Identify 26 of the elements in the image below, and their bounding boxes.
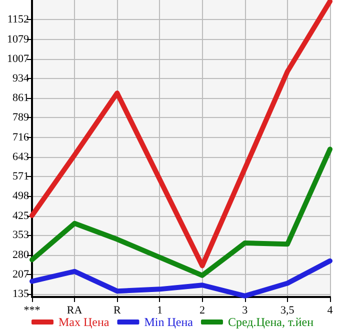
y-tick-label: 135 [12, 288, 30, 300]
y-tick-label: 353 [12, 229, 30, 242]
x-tick-label: 3 [242, 304, 248, 316]
y-tick-label: 1007 [7, 52, 30, 65]
legend-label: Max Цена [58, 315, 110, 329]
y-tick-label: 498 [12, 190, 30, 202]
y-tick-label: 934 [12, 72, 30, 84]
y-tick-label: 789 [12, 112, 30, 124]
y-tick-label: 1152 [7, 14, 29, 26]
legend-label: Min Цена [144, 315, 194, 329]
y-tick-label: 571 [12, 170, 29, 182]
y-tick-label: 207 [12, 268, 30, 281]
y-tick-label: 716 [12, 131, 30, 144]
y-tick-label: 280 [12, 248, 30, 261]
x-tick-label: 3,5 [280, 304, 295, 316]
y-tick-label: 643 [12, 150, 30, 163]
x-tick-label: R [113, 304, 122, 316]
x-tick-label: RA [66, 304, 82, 316]
x-tick-label: 4 [327, 304, 334, 316]
y-tick-label: 861 [12, 92, 29, 104]
y-tick-label: 425 [12, 210, 30, 222]
legend-label: Сред.Цена, т.йен [228, 315, 314, 329]
x-tick-label: *** [24, 304, 40, 316]
y-tick-label: 1079 [7, 33, 30, 46]
x-tick-label: 1 [156, 304, 162, 316]
x-tick-label: 2 [200, 304, 206, 316]
